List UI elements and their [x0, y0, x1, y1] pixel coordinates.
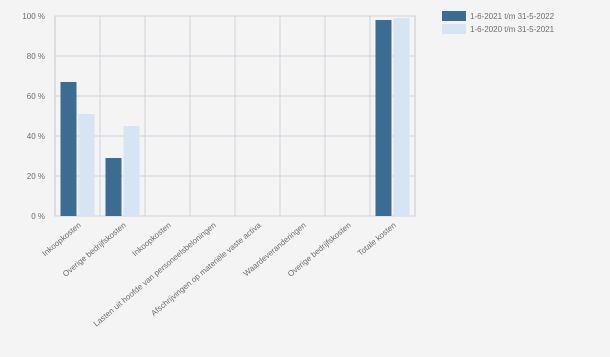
bar: [78, 114, 95, 216]
bar: [393, 18, 410, 216]
legend-label: 1-6-2021 t/m 31-5-2022: [470, 12, 555, 21]
x-category-label: Inkoopkosten: [41, 221, 83, 258]
legend-label: 1-6-2020 t/m 31-5-2021: [470, 25, 555, 34]
legend-swatch: [442, 24, 466, 34]
y-tick-label: 80 %: [27, 52, 45, 61]
y-tick-label: 40 %: [27, 132, 45, 141]
bar: [105, 158, 122, 216]
bar: [123, 126, 140, 216]
x-category-label: Inkoopkosten: [131, 221, 173, 258]
bar: [60, 82, 77, 216]
bars-layer: [60, 18, 410, 216]
y-tick-label: 100 %: [22, 12, 45, 21]
y-tick-label: 60 %: [27, 92, 45, 101]
grid-layer: [54, 15, 416, 217]
bar: [375, 20, 392, 216]
y-tick-label: 20 %: [27, 172, 45, 181]
y-tick-label: 0 %: [31, 212, 45, 221]
legend-swatch: [442, 11, 466, 21]
x-category-label: Totale kosten: [356, 221, 398, 258]
y-axis-ticks: 0 % 20 % 40 % 60 % 80 % 100 %: [22, 12, 45, 221]
legend: 1-6-2021 t/m 31-5-2022 1-6-2020 t/m 31-5-…: [442, 11, 555, 34]
